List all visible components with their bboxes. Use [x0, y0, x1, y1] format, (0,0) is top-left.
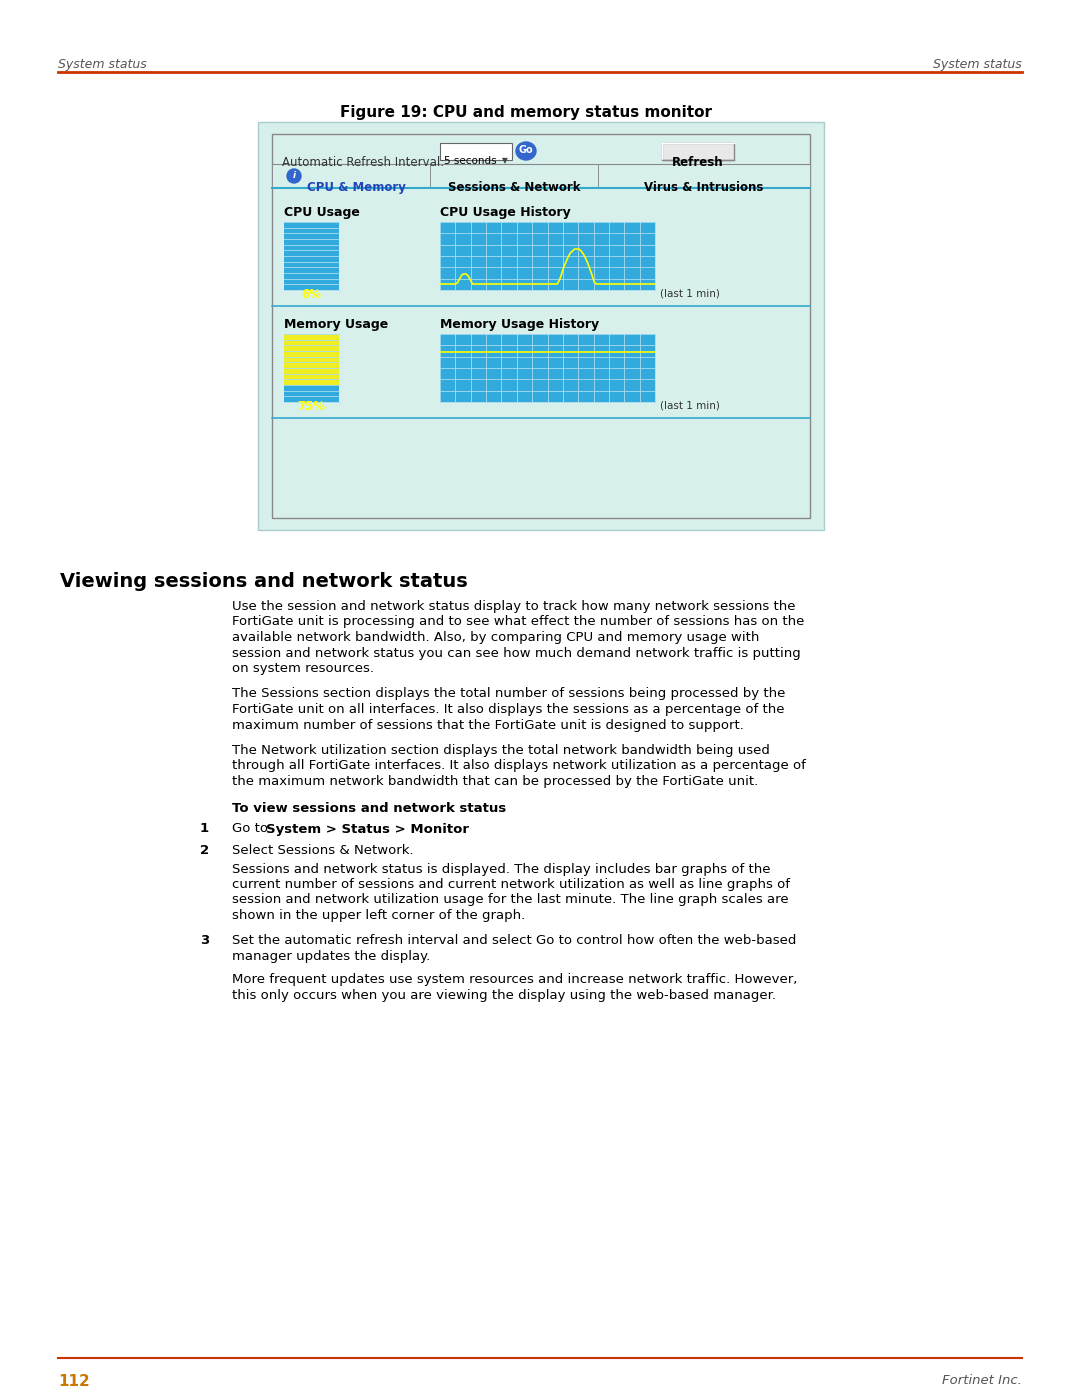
Text: System > Status > Monitor: System > Status > Monitor [266, 823, 469, 835]
Text: Sessions and network status is displayed. The display includes bar graphs of the: Sessions and network status is displayed… [232, 862, 770, 876]
Text: The Sessions section displays the total number of sessions being processed by th: The Sessions section displays the total … [232, 687, 785, 700]
Text: the maximum network bandwidth that can be processed by the FortiGate unit.: the maximum network bandwidth that can b… [232, 775, 758, 788]
Text: Virus & Intrusions: Virus & Intrusions [645, 182, 764, 194]
Bar [440, 142, 512, 161]
Bar [430, 163, 598, 189]
Bar [662, 142, 734, 161]
Text: 2: 2 [200, 845, 210, 858]
Bar [258, 122, 824, 529]
Text: More frequent updates use system resources and increase network traffic. However: More frequent updates use system resourc… [232, 974, 797, 986]
Text: FortiGate unit is processing and to see what effect the number of sessions has o: FortiGate unit is processing and to see … [232, 616, 805, 629]
Bar [284, 334, 339, 386]
Text: session and network status you can see how much demand network traffic is puttin: session and network status you can see h… [232, 647, 800, 659]
Text: The Network utilization section displays the total network bandwidth being used: The Network utilization section displays… [232, 745, 770, 757]
Text: CPU Usage: CPU Usage [284, 205, 360, 219]
Text: Use the session and network status display to track how many network sessions th: Use the session and network status displ… [232, 599, 796, 613]
Text: Fortinet Inc.: Fortinet Inc. [942, 1375, 1022, 1387]
Text: 75%: 75% [297, 400, 325, 414]
Bar [598, 163, 810, 189]
Text: session and network utilization usage for the last minute. The line graph scales: session and network utilization usage fo… [232, 894, 788, 907]
Text: 3: 3 [200, 935, 210, 947]
Text: Set the automatic refresh interval and select Go to control how often the web-ba: Set the automatic refresh interval and s… [232, 935, 796, 947]
Text: manager updates the display.: manager updates the display. [232, 950, 430, 963]
Text: this only occurs when you are viewing the display using the web-based manager.: this only occurs when you are viewing th… [232, 989, 777, 1002]
Text: FortiGate unit on all interfaces. It also displays the sessions as a percentage : FortiGate unit on all interfaces. It als… [232, 703, 784, 717]
Text: 112: 112 [58, 1375, 90, 1389]
Text: current number of sessions and current network utilization as well as line graph: current number of sessions and current n… [232, 877, 789, 891]
Text: Sessions & Network: Sessions & Network [448, 182, 580, 194]
Ellipse shape [516, 142, 536, 161]
Text: on system resources.: on system resources. [232, 662, 374, 675]
Text: Select Sessions & Network.: Select Sessions & Network. [232, 845, 414, 858]
Circle shape [287, 169, 301, 183]
Text: Figure 19: CPU and memory status monitor: Figure 19: CPU and memory status monitor [340, 105, 712, 120]
Text: (last 1 min): (last 1 min) [660, 400, 720, 409]
Text: i: i [293, 170, 296, 180]
Text: through all FortiGate interfaces. It also displays network utilization as a perc: through all FortiGate interfaces. It als… [232, 760, 806, 773]
Text: To view sessions and network status: To view sessions and network status [232, 802, 507, 816]
Text: shown in the upper left corner of the graph.: shown in the upper left corner of the gr… [232, 909, 525, 922]
Text: (last 1 min): (last 1 min) [660, 288, 720, 298]
Text: System status: System status [58, 59, 147, 71]
Bar [284, 334, 339, 402]
Text: Go to: Go to [232, 823, 272, 835]
Bar [440, 222, 654, 291]
Text: Go: Go [518, 145, 534, 155]
Text: Memory Usage History: Memory Usage History [440, 319, 599, 331]
Text: .: . [418, 823, 422, 835]
Text: CPU Usage History: CPU Usage History [440, 205, 570, 219]
Text: Viewing sessions and network status: Viewing sessions and network status [60, 571, 468, 591]
Text: Memory Usage: Memory Usage [284, 319, 388, 331]
Bar [272, 134, 810, 518]
Text: 1: 1 [200, 823, 210, 835]
Text: System status: System status [933, 59, 1022, 71]
Text: available network bandwidth. Also, by comparing CPU and memory usage with: available network bandwidth. Also, by co… [232, 631, 759, 644]
Text: CPU & Memory: CPU & Memory [307, 182, 406, 194]
Bar [440, 334, 654, 402]
Text: Automatic Refresh Interval:: Automatic Refresh Interval: [282, 156, 444, 169]
Text: Refresh: Refresh [672, 156, 724, 169]
Text: ▼: ▼ [502, 156, 508, 165]
Text: maximum number of sessions that the FortiGate unit is designed to support.: maximum number of sessions that the Fort… [232, 718, 744, 732]
Text: 6%: 6% [301, 288, 322, 300]
Text: 5 seconds: 5 seconds [444, 156, 497, 166]
Bar [284, 222, 339, 291]
Bar [272, 163, 430, 189]
